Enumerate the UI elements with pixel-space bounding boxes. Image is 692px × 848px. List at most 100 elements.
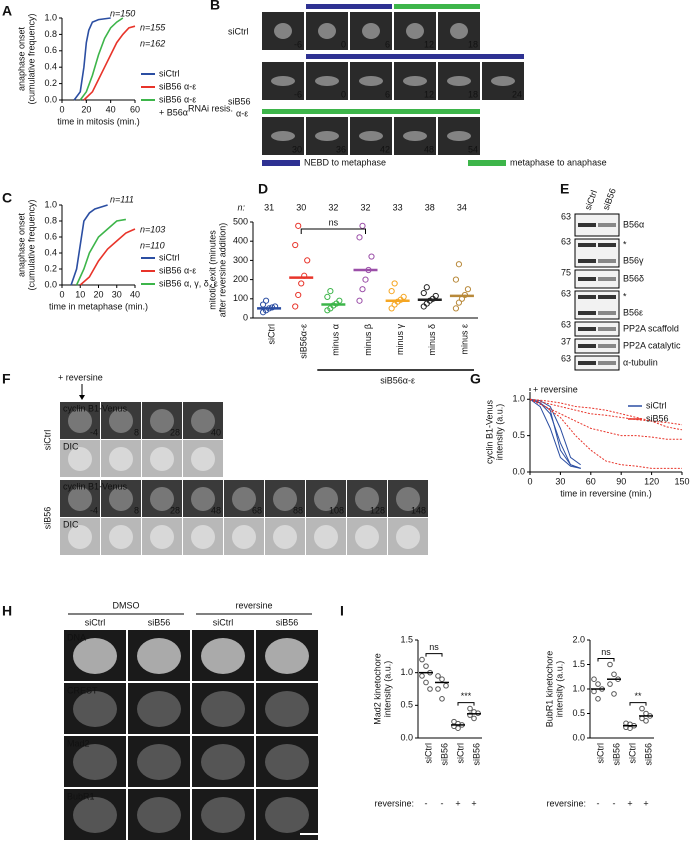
point bbox=[419, 656, 425, 663]
cell bbox=[68, 447, 92, 471]
cell bbox=[191, 409, 215, 433]
point bbox=[591, 688, 597, 695]
row-label: siB56 bbox=[228, 96, 251, 106]
column-label: siCtrl bbox=[85, 617, 106, 627]
treatment-sign: + bbox=[627, 798, 632, 808]
point bbox=[419, 673, 425, 679]
y-tick-label: 0.6 bbox=[44, 231, 57, 241]
trace bbox=[529, 398, 682, 440]
legend-swatch bbox=[262, 160, 300, 166]
annotation: n=103 bbox=[140, 224, 165, 234]
x-tick-label: 0 bbox=[59, 104, 64, 114]
channel-label: cyclin B1-Venus bbox=[63, 481, 128, 491]
cell bbox=[201, 797, 245, 833]
x-tick-label: siB56 bbox=[439, 743, 449, 766]
cell bbox=[314, 487, 338, 511]
frame-time: 6 bbox=[385, 89, 390, 99]
y-axis-label: BubR1 kinetochore bbox=[544, 651, 554, 728]
y-tick-label: 1.0 bbox=[572, 683, 585, 693]
point bbox=[359, 286, 366, 293]
significance: ** bbox=[634, 691, 642, 701]
y-tick-label: 0.2 bbox=[44, 263, 57, 273]
cell bbox=[406, 23, 424, 39]
y-tick-label: 1.0 bbox=[400, 667, 413, 677]
y-tick-label: 300 bbox=[233, 255, 248, 265]
y-tick-label: 0.2 bbox=[44, 78, 57, 88]
x-tick-label: minus γ bbox=[395, 324, 405, 356]
mw-marker: 63 bbox=[561, 236, 571, 246]
band-label: B56ε bbox=[623, 307, 643, 317]
cell bbox=[265, 744, 309, 780]
point bbox=[359, 222, 366, 229]
row-label: DNA bbox=[67, 632, 86, 642]
cell bbox=[271, 131, 295, 141]
point bbox=[455, 299, 463, 306]
x-tick-label: 40 bbox=[130, 289, 140, 299]
y-tick-label: 0.0 bbox=[572, 732, 585, 742]
cell bbox=[150, 525, 174, 549]
band bbox=[578, 344, 596, 348]
point bbox=[467, 712, 473, 718]
cell bbox=[137, 691, 181, 727]
frame-time: 148 bbox=[411, 505, 426, 515]
band bbox=[598, 277, 616, 281]
mw-marker: 63 bbox=[561, 211, 571, 221]
cell bbox=[403, 76, 427, 86]
x-tick-label: 10 bbox=[75, 289, 85, 299]
band bbox=[598, 243, 616, 247]
y-tick-label: 1.0 bbox=[44, 199, 57, 209]
cell bbox=[232, 525, 256, 549]
point bbox=[471, 715, 477, 722]
legend-label: NEBD to metaphase bbox=[304, 157, 386, 167]
legend-label: siCtrl bbox=[159, 252, 180, 262]
band-label: PP2A scaffold bbox=[623, 323, 679, 333]
legend-label: siB56 α-ε bbox=[159, 94, 196, 104]
y-axis-label: cyclin B1-Venus bbox=[484, 399, 494, 464]
x-tick-label: siB56 bbox=[471, 743, 481, 766]
n-count: 38 bbox=[425, 202, 435, 212]
cell bbox=[191, 525, 215, 549]
cell bbox=[137, 744, 181, 780]
point bbox=[455, 725, 461, 732]
panel-label: B bbox=[210, 0, 220, 13]
significance: ns bbox=[429, 642, 439, 652]
cell bbox=[109, 447, 133, 471]
bracket bbox=[300, 228, 366, 234]
y-tick-label: 2.0 bbox=[572, 634, 585, 644]
point bbox=[439, 696, 445, 702]
annotation: n=111 bbox=[110, 194, 134, 204]
band bbox=[598, 311, 616, 315]
frame-time: 0 bbox=[341, 39, 346, 49]
y-tick-label: 500 bbox=[233, 216, 248, 226]
frame-time: 24 bbox=[512, 89, 522, 99]
frame-time: 8 bbox=[134, 427, 139, 437]
column-label: siCtrl bbox=[213, 617, 234, 627]
y-tick-label: 0.5 bbox=[400, 700, 413, 710]
bracket bbox=[425, 653, 443, 657]
cell bbox=[315, 76, 339, 86]
n-count: 34 bbox=[457, 202, 467, 212]
annotation: n=155 bbox=[140, 22, 166, 32]
annotation: n=162 bbox=[140, 38, 165, 48]
cell bbox=[201, 638, 245, 674]
x-tick-label: 90 bbox=[616, 476, 626, 486]
point bbox=[595, 681, 601, 687]
band bbox=[578, 243, 596, 247]
cell bbox=[315, 131, 339, 141]
mw-marker: 63 bbox=[561, 288, 571, 298]
trace bbox=[529, 398, 683, 426]
frame-time: 6 bbox=[385, 39, 390, 49]
arrow-head bbox=[79, 395, 85, 400]
treatment-sign: + bbox=[455, 798, 460, 808]
legend-label: siCtrl bbox=[646, 400, 667, 410]
point bbox=[432, 292, 439, 300]
band-label: B56δ bbox=[623, 273, 644, 283]
phase-bar bbox=[306, 54, 524, 59]
treatment-label: reversine bbox=[235, 600, 272, 610]
line bbox=[83, 25, 136, 101]
cell bbox=[137, 797, 181, 833]
cell bbox=[447, 131, 471, 141]
y-tick-label: 0.8 bbox=[44, 215, 57, 225]
x-tick-label: 20 bbox=[81, 104, 91, 114]
